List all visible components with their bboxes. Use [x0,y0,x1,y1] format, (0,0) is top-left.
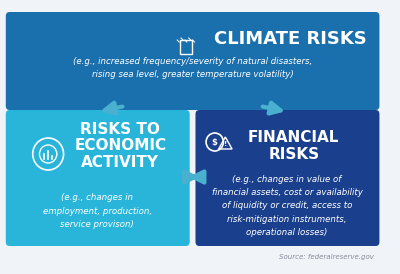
Text: $: $ [212,138,218,147]
FancyBboxPatch shape [196,110,380,246]
Text: CLIMATE RISKS: CLIMATE RISKS [214,30,366,48]
Text: RISKS TO
ECONOMIC
ACTIVITY: RISKS TO ECONOMIC ACTIVITY [74,122,166,170]
Text: (e.g., changes in
employment, production,
service provison): (e.g., changes in employment, production… [43,193,152,229]
FancyBboxPatch shape [6,110,190,246]
Text: (e.g., increased frequency/severity of natural disasters,
rising sea level, grea: (e.g., increased frequency/severity of n… [73,57,312,79]
Text: FINANCIAL
RISKS: FINANCIAL RISKS [248,130,340,162]
Text: Source: federalreserve.gov: Source: federalreserve.gov [279,254,374,260]
Bar [180,40,192,54]
Text: (e.g., changes in value of
financial assets, cost or availability
of liquidity o: (e.g., changes in value of financial ass… [212,175,362,237]
FancyBboxPatch shape [6,12,380,110]
Text: !: ! [224,141,227,147]
